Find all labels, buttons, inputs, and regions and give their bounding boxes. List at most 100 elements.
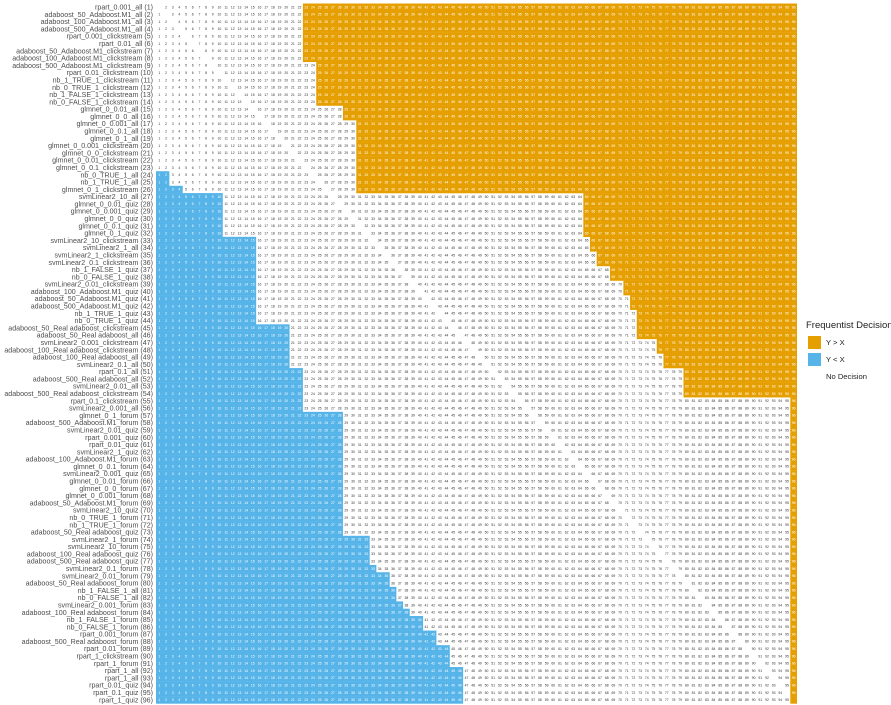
cell-label: 14 [244,202,248,206]
cell-label: 76 [658,297,662,301]
cell-label: 61 [558,158,562,162]
cell-label: 4 [178,297,180,301]
cell-label: 32 [364,158,368,162]
cell-label: 63 [571,275,575,279]
cell-label: 95 [785,239,789,243]
cell-label: 48 [471,319,475,323]
cell-label: 29 [344,188,348,192]
cell-label: 71 [625,27,629,31]
cell-label: 57 [531,173,535,177]
cell-label: 28 [338,312,342,316]
cell-band-blue [156,448,343,455]
cell-label: 80 [685,195,689,199]
cell-label: 3 [172,115,174,119]
cell-label: 30 [351,275,355,279]
cell-label: 86 [725,42,729,46]
cell-label: 39 [411,151,415,155]
cell-label: 1 [158,217,160,221]
cell-label: 4 [178,100,180,104]
cell-label: 14 [244,268,248,272]
cell-label: 43 [438,115,442,119]
cell-label: 43 [438,86,442,90]
cell-label: 15 [251,144,255,148]
cell-label: 48 [471,217,475,221]
cell-label: 29 [344,246,348,250]
cell-label: 58 [538,13,542,17]
cell-label: 2 [165,49,167,53]
cell-label: 34 [378,71,382,75]
cell-label: 61 [558,319,562,323]
cell-label: 75 [652,333,656,337]
cell-label: 83 [705,239,709,243]
cell-label: 73 [638,253,642,257]
cell-label: 14 [244,56,248,60]
cell-label: 7 [198,210,200,214]
cell-label: 75 [652,86,656,90]
cell-label: 79 [678,56,682,60]
cell-label: 40 [418,268,422,272]
cell-label: 90 [752,268,756,272]
cell-label: 54 [511,42,515,46]
cell-label: 16 [258,71,262,75]
cell-label: 30 [351,224,355,228]
cell-label: 57 [531,35,535,39]
cell-label: 69 [611,42,615,46]
cell-label: 41 [425,56,429,60]
cell-label: 7 [198,275,200,279]
cell-label: 46 [458,290,462,294]
cell-label: 65 [585,35,589,39]
cell-label: 76 [658,86,662,90]
cell-label: 82 [698,27,702,31]
cell-label: 15 [251,49,255,53]
cell-label: 88 [738,56,742,60]
cell-label: 20 [284,348,288,352]
cell-label: 65 [585,20,589,24]
cell-label: 42 [431,268,435,272]
cell-label: 56 [525,122,529,126]
cell-label: 20 [284,224,288,228]
cell-label: 4 [178,304,180,308]
cell-label: 78 [672,297,676,301]
cell-label: 85 [718,304,722,308]
cell-label: 15 [251,64,255,68]
cell-label: 83 [705,71,709,75]
cell-label: 88 [738,231,742,235]
cell-label: 81 [692,348,696,352]
cell-label: 49 [478,20,482,24]
cell-label: 56 [525,297,529,301]
cell-label: 37 [398,129,402,133]
cell-label: 55 [518,151,522,155]
cell-label: 60 [551,217,555,221]
cell-label: 49 [478,151,482,155]
cell-label: 29 [344,282,348,286]
cell-label: 78 [672,20,676,24]
cell-label: 21 [291,268,295,272]
cell-label: 39 [411,64,415,68]
cell-label: 4 [178,312,180,316]
cell-label: 94 [778,210,782,214]
cell-label: 81 [692,86,696,90]
cell-label: 53 [505,246,509,250]
cell-label: 5 [185,341,187,345]
cell-label: 90 [752,35,756,39]
cell-label: 90 [752,151,756,155]
cell-label: 58 [538,5,542,9]
cell-label: 37 [398,35,402,39]
cell-label: 76 [658,20,662,24]
cell-label: 86 [725,210,729,214]
cell-label: 59 [545,100,549,104]
cell-label: 89 [745,246,749,250]
cell-label: 82 [698,71,702,75]
cell-label: 63 [571,158,575,162]
cell-label: 57 [531,239,535,243]
cell-label: 65 [585,137,589,141]
cell-label: 93 [772,71,776,75]
cell-label: 30 [351,173,355,177]
cell-label: 73 [638,49,642,53]
cell-label: 31 [358,239,362,243]
cell-label: 71 [625,122,629,126]
cell-label: 81 [692,253,696,257]
cell-label: 93 [772,56,776,60]
cell-label: 70 [618,195,622,199]
cell-label: 86 [725,217,729,221]
